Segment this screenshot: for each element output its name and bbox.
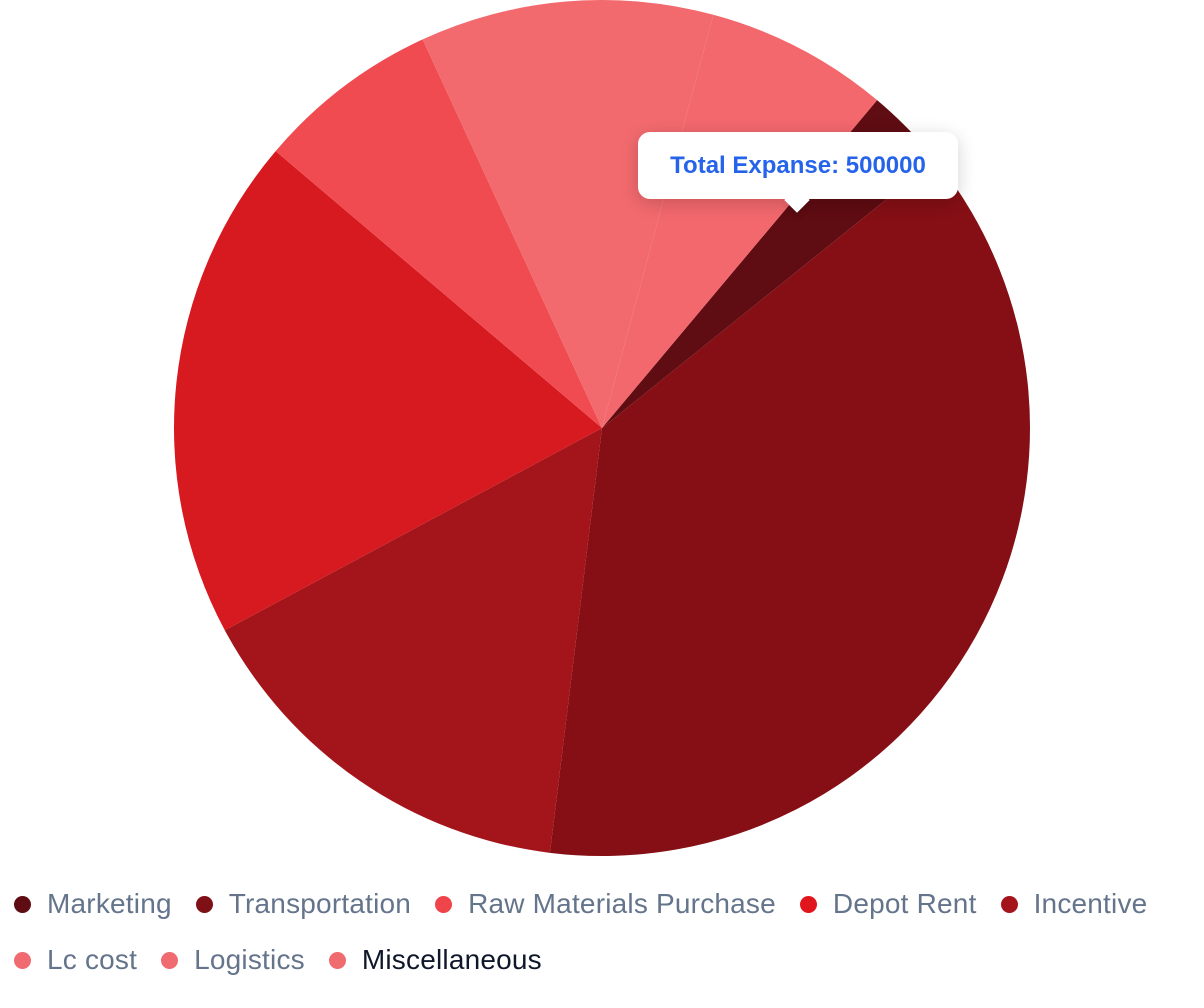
pie-slice-incentive[interactable] — [275, 39, 602, 428]
legend-label: Lc cost — [47, 944, 138, 975]
legend-item-transportation[interactable]: Transportation — [195, 884, 412, 924]
pie-slice-miscellaneous[interactable] — [602, 14, 878, 428]
chart-legend: Marketing Transportation Raw Materials Pur… — [14, 884, 1194, 980]
legend-label: Raw Materials Purchase — [468, 888, 776, 919]
legend-dot-icon — [195, 895, 213, 913]
legend-dot-icon — [14, 895, 31, 913]
pie-chart-svg — [174, 0, 1030, 857]
legend-label: Transportation — [228, 888, 412, 919]
pie-slice-transportation[interactable] — [549, 159, 1030, 857]
legend-item-raw-materials-purchase[interactable]: Raw Materials Purchase — [435, 884, 776, 924]
legend-item-miscellaneous[interactable]: Miscellaneous — [328, 940, 542, 980]
pie-slice-depot-rent[interactable] — [174, 151, 602, 631]
legend-dot-icon — [161, 951, 179, 969]
legend-dot-icon — [328, 951, 346, 969]
tooltip-text: Total Expanse: 500000 — [670, 151, 926, 179]
legend-item-logistics[interactable]: Logistics — [161, 940, 305, 980]
legend-item-depot-rent[interactable]: Depot Rent — [799, 884, 977, 924]
legend-item-lc-cost[interactable]: Lc cost — [14, 940, 137, 980]
legend-dot-icon — [799, 895, 817, 913]
legend-dot-icon — [1000, 895, 1018, 913]
legend-item-marketing[interactable]: Marketing — [14, 884, 172, 924]
legend-dot-icon — [435, 895, 453, 913]
chart-tooltip: Total Expanse: 500000 — [638, 132, 958, 213]
legend-label: Logistics — [194, 944, 305, 975]
legend-dot-icon — [14, 951, 31, 969]
legend-label: Marketing — [47, 888, 172, 919]
legend-label: Miscellaneous — [361, 944, 542, 975]
pie-slice-raw-materials-purchase[interactable] — [224, 428, 602, 853]
legend-label: Incentive — [1033, 888, 1148, 919]
legend-item-incentive[interactable]: Incentive — [1000, 884, 1148, 924]
pie-slice-lc-cost[interactable] — [422, 0, 714, 429]
legend-label: Depot Rent — [832, 888, 977, 919]
